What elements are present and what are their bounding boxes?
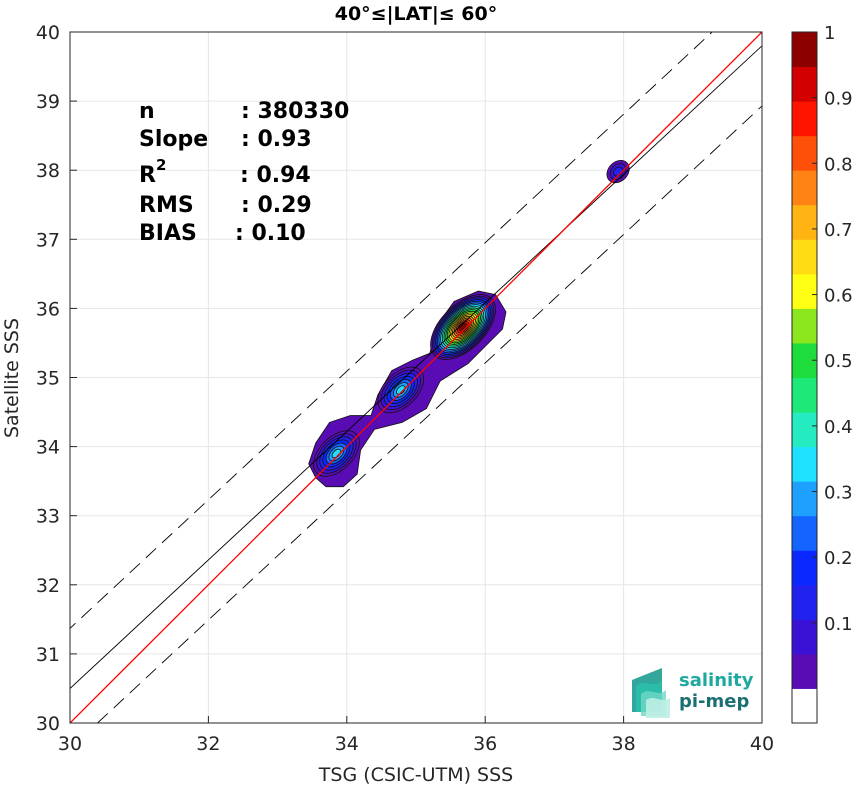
colorbar-segment [792,619,817,655]
y-tick-label: 40 [36,22,60,44]
y-tick-label: 30 [36,713,60,735]
stat-label-superscript: 2 [156,156,166,174]
colorbar-segment [792,584,817,620]
colorbar-tick-label: 1 [824,23,835,44]
colorbar-tick-label: 0.5 [824,351,853,372]
colorbar-segment [792,66,817,102]
y-tick-label: 34 [36,437,60,459]
logo: salinity pi-mep [632,668,754,718]
colorbar-segment [792,273,817,309]
stat-label: BIAS [139,221,197,246]
colorbar-tick-label: 0.4 [824,417,853,438]
x-tick-label: 32 [196,733,220,755]
colorbar-segment [792,446,817,482]
y-tick-label: 31 [36,644,60,666]
stat-value: : 380330 [241,99,349,124]
y-tick-label: 36 [36,298,60,320]
density-contours [308,160,630,488]
statistics-box: n : 380330 Slope : 0.93 R 2 : 0.94 RMS : 0.29 BIA… [139,99,349,246]
colorbar-segment [792,412,817,448]
logo-text-salinity: salinity [679,670,754,691]
y-tick-label: 32 [36,575,60,597]
colorbar-segment [792,101,817,137]
colorbar-segment [792,204,817,240]
colorbar-segment [792,170,817,206]
y-axis-label: Satellite SSS [1,318,23,438]
colorbar: 0.1 0.2 0.3 0.4 0.5 0.6 0.7 0.8 0.9 1 [791,23,853,724]
stat-value: : 0.94 [240,163,311,188]
grid [69,31,763,724]
colorbar-segment [792,653,817,689]
lower-bound-line [96,105,762,723]
x-tick-label: 30 [58,733,82,755]
stat-value: : 0.29 [241,193,312,218]
y-tick-label: 35 [36,368,60,390]
colorbar-segment [792,135,817,171]
y-tick-label: 39 [36,91,60,113]
colorbar-segment [792,688,817,724]
colorbar-tick-label: 0.3 [824,483,853,504]
upper-bound-line [70,32,713,629]
stat-value: : 0.93 [241,127,312,152]
colorbar-tick-label: 0.9 [824,89,853,110]
colorbar-tick-label: 0.7 [824,220,853,241]
identity-line [70,32,762,723]
y-tick-label: 37 [36,229,60,251]
y-axis-ticks: 30 31 32 33 34 35 36 37 38 39 40 [36,22,77,735]
colorbar-tick-label: 0.8 [824,154,853,175]
colorbar-segment [792,481,817,517]
logo-waves-icon [632,668,670,718]
x-tick-label: 34 [335,733,359,755]
contour-cluster-36-level-19 [460,324,466,330]
reference-lines [70,32,762,723]
logo-text-pimep: pi-mep [679,691,749,712]
x-axis-ticks: 30 32 34 36 38 40 [58,716,774,755]
colorbar-segment [792,239,817,275]
stat-label: R [139,163,156,188]
x-tick-label: 38 [612,733,636,755]
stat-label: n [139,99,155,124]
colorbar-segment [792,515,817,551]
colorbar-segment [792,550,817,586]
x-axis-label: TSG (CSIC-UTM) SSS [318,764,513,786]
colorbar-segment [792,308,817,344]
contour-cluster-35-level-7 [396,385,406,395]
x-tick-label: 40 [750,733,774,755]
colorbar-tick-label: 0.1 [824,614,853,635]
stat-label: Slope [139,127,208,152]
colorbar-tick-label: 0.6 [824,286,853,307]
colorbar-segment [792,32,817,68]
colorbar-tick-label: 0.2 [824,548,853,569]
stat-value: : 0.10 [235,221,306,246]
y-tick-label: 33 [36,506,60,528]
stat-label: RMS [139,193,194,218]
x-tick-label: 36 [473,733,497,755]
chart-title: 40°≤|LAT|≤ 60° [335,3,498,25]
fit-line [70,45,762,690]
y-tick-label: 38 [36,160,60,182]
colorbar-frame [791,31,818,724]
colorbar-segment [792,377,817,413]
